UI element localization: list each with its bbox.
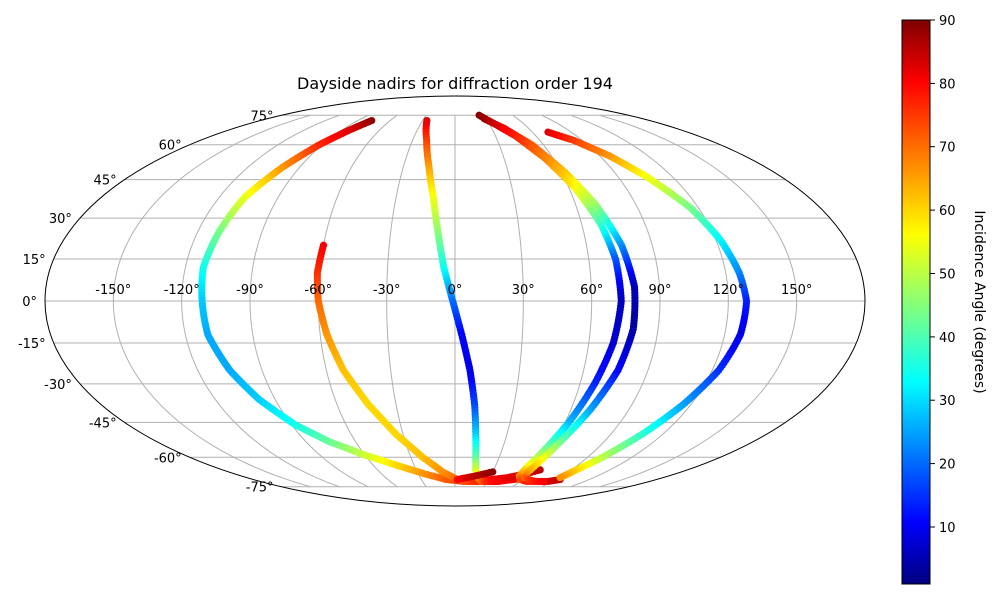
longitude-tick-label: 60° — [580, 283, 603, 298]
longitude-tick-label: 30° — [512, 283, 535, 298]
latitude-tick-label: -75° — [246, 481, 274, 496]
colorbar-tick-label: 80 — [939, 77, 956, 92]
latitude-tick-labels: 75° 60° 45° 30° 15° 0° -15° -30° -45° -60° -75° — [18, 109, 274, 495]
longitude-tick-label: -30° — [373, 283, 401, 298]
gridline-meridian — [570, 114, 729, 488]
gridline-meridian — [599, 114, 798, 488]
gridline-meridian — [181, 114, 340, 488]
colorbar-tick-label: 10 — [939, 521, 956, 536]
latitude-tick-label: 15° — [23, 253, 46, 268]
colorbar: 10 20 30 40 50 60 70 80 90 Incidence Angle (degr… — [901, 14, 987, 585]
colorbar-gradient — [901, 19, 931, 585]
data-point — [494, 477, 502, 486]
longitude-tick-label: 150° — [781, 283, 812, 298]
colorbar-tick-label: 50 — [939, 268, 956, 283]
latitude-tick-label: -30° — [44, 378, 72, 393]
colorbar-tick-label: 90 — [939, 14, 956, 29]
gridline-meridian — [112, 114, 311, 488]
gridline-meridian — [483, 114, 524, 488]
latitude-tick-label: 0° — [22, 295, 37, 310]
longitude-tick-label: -120° — [164, 283, 200, 298]
data-point — [489, 468, 497, 476]
data-point — [556, 474, 564, 482]
colorbar-ticks: 10 20 30 40 50 60 70 80 90 — [930, 14, 956, 536]
longitude-tick-label: -60° — [304, 283, 332, 298]
gridline-meridian — [386, 114, 427, 488]
colorbar-label: Incidence Angle (degrees) — [971, 210, 987, 393]
longitude-tick-label: -90° — [236, 283, 264, 298]
latitude-tick-label: -15° — [18, 337, 46, 352]
data-point — [540, 477, 548, 486]
latitude-tick-label: -45° — [89, 416, 117, 431]
colorbar-tick-label: 30 — [939, 394, 956, 409]
longitude-tick-label: -150° — [95, 283, 131, 298]
data-points — [198, 111, 751, 486]
colorbar-tick-label: 60 — [939, 204, 956, 219]
map-boundary — [44, 95, 866, 507]
latitude-tick-label: 75° — [250, 109, 273, 124]
longitude-tick-label: 90° — [648, 283, 671, 298]
colorbar-tick-label: 20 — [939, 458, 956, 473]
latitude-tick-label: 30° — [49, 212, 72, 227]
longitude-tick-label: 0° — [448, 283, 463, 298]
longitude-tick-labels: -150° -120° -90° -60° -30° 0° 30° 60° 90° 120° 150… — [95, 283, 812, 298]
latitude-tick-label: 45° — [94, 174, 117, 189]
gridline-meridian — [541, 114, 661, 488]
latitude-tick-label: -60° — [154, 451, 182, 466]
gridline-meridian — [249, 114, 369, 488]
latitude-tick-label: 60° — [159, 139, 182, 154]
longitude-tick-label: 120° — [713, 283, 744, 298]
colorbar-tick-label: 40 — [939, 331, 956, 346]
colorbar-tick-label: 70 — [939, 141, 956, 156]
data-point — [536, 466, 544, 474]
chart-title: Dayside nadirs for diffraction order 194 — [297, 74, 613, 93]
